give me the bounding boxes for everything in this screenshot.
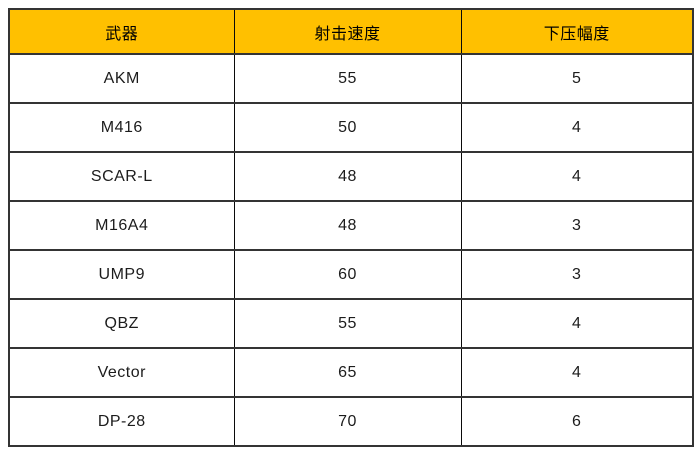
cell-recoil: 4 [460,102,694,153]
cell-fire-rate: 70 [233,396,462,447]
cell-weapon: UMP9 [8,249,235,300]
cell-weapon: M16A4 [8,200,235,251]
column-header-fire-rate: 射击速度 [233,8,462,55]
cell-fire-rate: 60 [233,249,462,300]
cell-fire-rate: 55 [233,53,462,104]
cell-fire-rate: 65 [233,347,462,398]
table-row: M16A4 48 3 [8,200,694,251]
cell-recoil: 4 [460,298,694,349]
table-row: UMP9 60 3 [8,249,694,300]
cell-recoil: 5 [460,53,694,104]
cell-fire-rate: 48 [233,151,462,202]
table-container: 武器 射击速度 下压幅度 AKM 55 5 M416 50 4 SCAR-L 4… [8,8,694,447]
column-header-weapon: 武器 [8,8,235,55]
table-row: QBZ 55 4 [8,298,694,349]
cell-recoil: 6 [460,396,694,447]
cell-fire-rate: 50 [233,102,462,153]
table-row: Vector 65 4 [8,347,694,398]
table-row: DP-28 70 6 [8,396,694,447]
cell-weapon: QBZ [8,298,235,349]
cell-weapon: AKM [8,53,235,104]
cell-weapon: M416 [8,102,235,153]
cell-recoil: 4 [460,151,694,202]
cell-weapon: DP-28 [8,396,235,447]
cell-recoil: 4 [460,347,694,398]
column-header-recoil-compensation: 下压幅度 [460,8,694,55]
table-row: AKM 55 5 [8,53,694,104]
table-row: SCAR-L 48 4 [8,151,694,202]
weapon-stats-table: 武器 射击速度 下压幅度 AKM 55 5 M416 50 4 SCAR-L 4… [8,8,694,447]
cell-fire-rate: 48 [233,200,462,251]
cell-fire-rate: 55 [233,298,462,349]
cell-weapon: SCAR-L [8,151,235,202]
table-row: M416 50 4 [8,102,694,153]
header-row: 武器 射击速度 下压幅度 [8,8,694,55]
cell-recoil: 3 [460,249,694,300]
cell-weapon: Vector [8,347,235,398]
cell-recoil: 3 [460,200,694,251]
